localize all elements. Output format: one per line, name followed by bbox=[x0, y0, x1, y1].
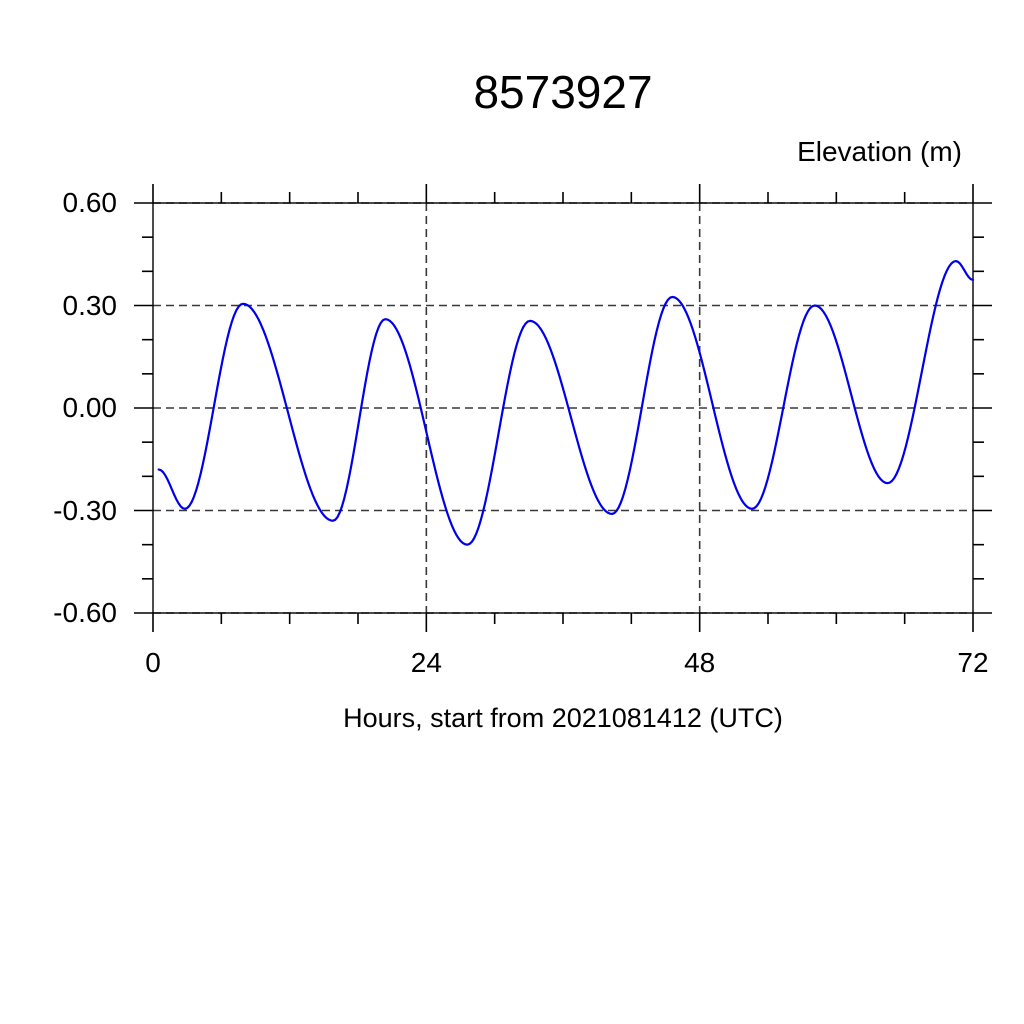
gridlines bbox=[153, 202, 973, 614]
y-tick-label: 0.60 bbox=[62, 187, 118, 218]
axis-ticks bbox=[134, 184, 992, 632]
chart-title: 8573927 bbox=[473, 66, 653, 118]
x-tick-label: 24 bbox=[410, 647, 442, 678]
y-tick-label: -0.60 bbox=[53, 597, 117, 628]
y-tick-label: 0.00 bbox=[62, 392, 118, 423]
y-axis-title: Elevation (m) bbox=[797, 136, 962, 167]
x-tick-label: 72 bbox=[957, 647, 989, 678]
tide-curve bbox=[157, 259, 975, 546]
x-tick-label: 0 bbox=[145, 647, 161, 678]
y-tick-label: 0.30 bbox=[62, 289, 118, 321]
y-tick-label: -0.30 bbox=[53, 494, 117, 526]
x-tick-label: 48 bbox=[684, 647, 716, 678]
tide-curve-line bbox=[157, 259, 975, 546]
x-axis-title: Hours, start from 2021081412 (UTC) bbox=[343, 703, 783, 733]
